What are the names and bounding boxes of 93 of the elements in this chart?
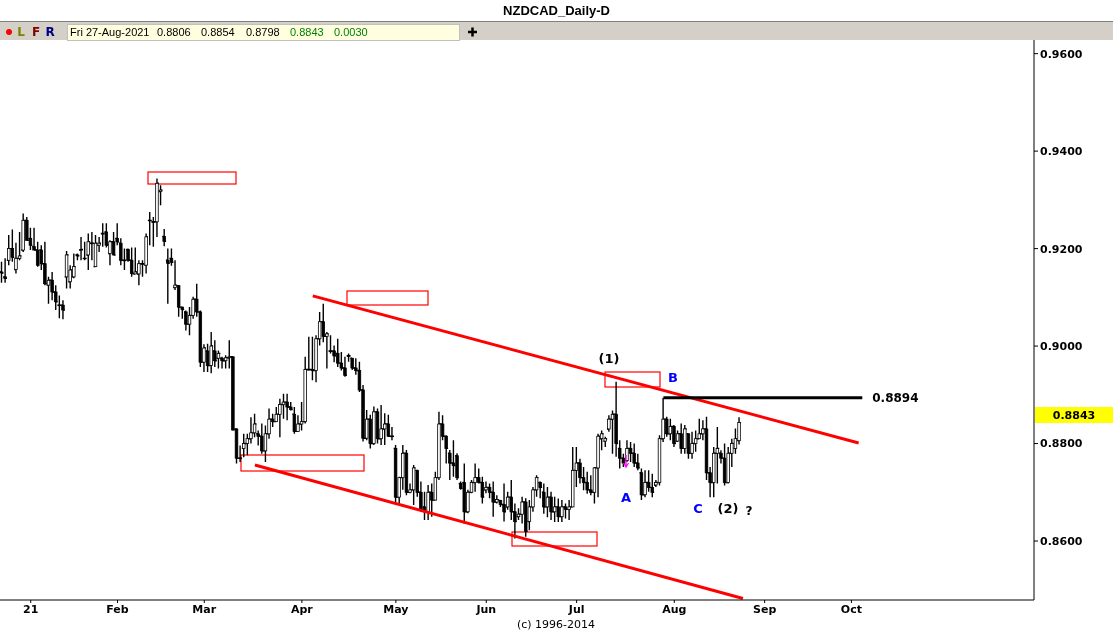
text: 0.8806: [157, 26, 191, 38]
candlestick: [372, 405, 376, 446]
x-tick-label: Aug: [662, 602, 687, 616]
candlestick: [64, 250, 69, 290]
candlestick: [35, 241, 40, 268]
candlestick: [292, 406, 297, 435]
candlestick: [61, 299, 65, 320]
candlestick: [213, 339, 217, 368]
candlestick: [184, 309, 188, 332]
text: (c) 1996-2014: [516, 618, 596, 631]
candlestick: [563, 502, 568, 520]
y-tick-label: 0.8600: [1040, 534, 1083, 548]
candlestick: [632, 442, 636, 468]
candlestick: [343, 356, 347, 378]
candlestick: [484, 480, 488, 494]
candlestick: [473, 462, 477, 493]
candlestick: [552, 495, 557, 523]
candlestick: [242, 433, 246, 458]
candlestick: [549, 491, 553, 521]
candlestick: [411, 464, 416, 506]
x-tick-label: Oct: [840, 602, 862, 616]
text: 0.8854: [201, 26, 235, 38]
annotation: B: [668, 370, 678, 385]
candlestick: [350, 357, 354, 371]
candlestick: [162, 228, 166, 247]
annotation: A: [620, 490, 632, 505]
y-tick-label: 0.9000: [1040, 339, 1083, 353]
candlestick: [524, 497, 528, 538]
candlestick: [556, 497, 560, 523]
x-tick-label: Apr: [290, 602, 314, 616]
candlestick: [389, 426, 395, 441]
y-tick-label: 0.8800: [1040, 437, 1083, 451]
text: L: [17, 25, 26, 39]
candlestick: [596, 433, 600, 498]
candlestick: [86, 232, 90, 271]
candlestick: [78, 236, 84, 261]
candlestick: [285, 393, 289, 421]
candlestick: [379, 404, 383, 446]
candlestick: [451, 439, 456, 478]
candlestick: [542, 482, 546, 515]
candlestick: [545, 486, 550, 518]
ref-line-label: 0.8894: [872, 391, 919, 405]
text: 0.0030: [334, 26, 368, 38]
candlestick: [690, 431, 694, 460]
candlestick: [560, 499, 564, 523]
candlestick: [368, 414, 372, 450]
candlestick: [668, 417, 673, 441]
annotation: (1): [598, 351, 620, 366]
chart-title: NZDCAD_Daily-D: [0, 0, 1113, 22]
candlestick: [683, 424, 687, 455]
x-tick-label: 21: [23, 602, 39, 616]
y-tick-label: 0.9600: [1040, 47, 1083, 61]
candlestick: [650, 473, 654, 498]
candlestick: [585, 471, 589, 495]
candlestick: [502, 482, 506, 523]
candlestick: [0, 261, 5, 284]
x-tick-label: Sep: [753, 602, 777, 616]
candlestick: [336, 338, 340, 368]
candlestick: [278, 398, 282, 438]
x-tick-label: May: [383, 602, 409, 616]
candlestick: [166, 247, 170, 305]
candlestick: [375, 407, 380, 445]
candlestick: [260, 422, 264, 455]
candlestick: [628, 441, 633, 463]
text: 0.8843: [1052, 409, 1096, 422]
candlestick: [404, 449, 409, 496]
y-tick-label: 0.9200: [1040, 242, 1083, 256]
candlestick: [216, 349, 221, 370]
candlestick: [643, 469, 647, 498]
candlestick: [679, 422, 683, 455]
x-tick-label: Jun: [475, 602, 497, 616]
x-tick-label: Mar: [192, 602, 217, 616]
x-tick-label: Feb: [106, 602, 129, 616]
annotation: (2): [717, 501, 739, 516]
candlestick: [209, 331, 213, 375]
annotation: ?: [745, 504, 753, 518]
candlestick: [495, 494, 499, 505]
y-tick-label: 0.9400: [1040, 145, 1083, 159]
candlestick: [205, 342, 210, 373]
x-tick-label: Jul: [567, 602, 585, 616]
text: 0.8843: [290, 26, 324, 38]
candlestick: [426, 484, 430, 521]
text: 0.8798: [246, 26, 280, 38]
candlestick: [646, 469, 651, 493]
candlestick: [491, 480, 495, 518]
candlestick: [100, 222, 106, 248]
candlestick: [610, 409, 615, 455]
candlestick: [132, 246, 138, 275]
text: R: [45, 25, 55, 39]
text: F: [31, 25, 41, 39]
annotation: C: [693, 501, 703, 516]
candlestick: [129, 246, 134, 278]
text: Fri 27-Aug-2021: [70, 26, 150, 38]
